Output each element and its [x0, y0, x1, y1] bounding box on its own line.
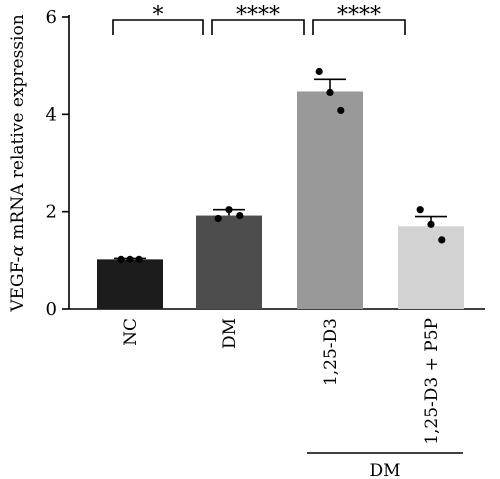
significance-label: ****: [236, 3, 280, 28]
bar: [297, 91, 363, 310]
y-axis-label: VEGF-α mRNA relative expression: [8, 14, 28, 312]
y-tick-label: 0: [46, 299, 57, 320]
x-tick-label: NC: [121, 318, 141, 346]
x-tick-labels: NC DM 1,25-D3 1,25-D3 + P5P: [121, 318, 442, 445]
x-tick-label: 1,25-D3 + P5P: [422, 318, 442, 445]
significance-bracket: [112, 19, 204, 35]
data-point: [117, 255, 125, 263]
x-tick-label: DM: [220, 318, 240, 349]
data-point: [337, 106, 345, 115]
data-point: [416, 206, 424, 214]
significance-label: *: [153, 3, 164, 28]
data-point: [135, 255, 143, 263]
data-point: [236, 211, 244, 220]
x-tick-label: 1,25-D3: [321, 318, 341, 386]
data-point: [427, 220, 435, 228]
significance-brackets: * **** ****: [112, 3, 406, 35]
bars: [97, 91, 464, 310]
data-point: [438, 236, 446, 244]
data-point: [315, 67, 323, 76]
bar: [97, 259, 163, 309]
group-label: DM: [369, 461, 400, 479]
data-point: [126, 255, 134, 263]
data-point: [214, 214, 222, 223]
significance-label: ****: [337, 3, 381, 28]
group-annotation: DM: [307, 452, 463, 479]
y-tick-label: 2: [46, 202, 57, 223]
bar: [398, 226, 464, 309]
data-point: [326, 88, 334, 97]
significance-bracket: [211, 19, 305, 35]
data-points: [117, 67, 446, 263]
y-tick-label: 4: [46, 104, 57, 125]
data-point: [225, 206, 233, 214]
error-bars: [114, 78, 447, 260]
significance-bracket: [312, 19, 406, 35]
y-tick-label: 6: [46, 7, 57, 28]
bar: [196, 215, 262, 309]
